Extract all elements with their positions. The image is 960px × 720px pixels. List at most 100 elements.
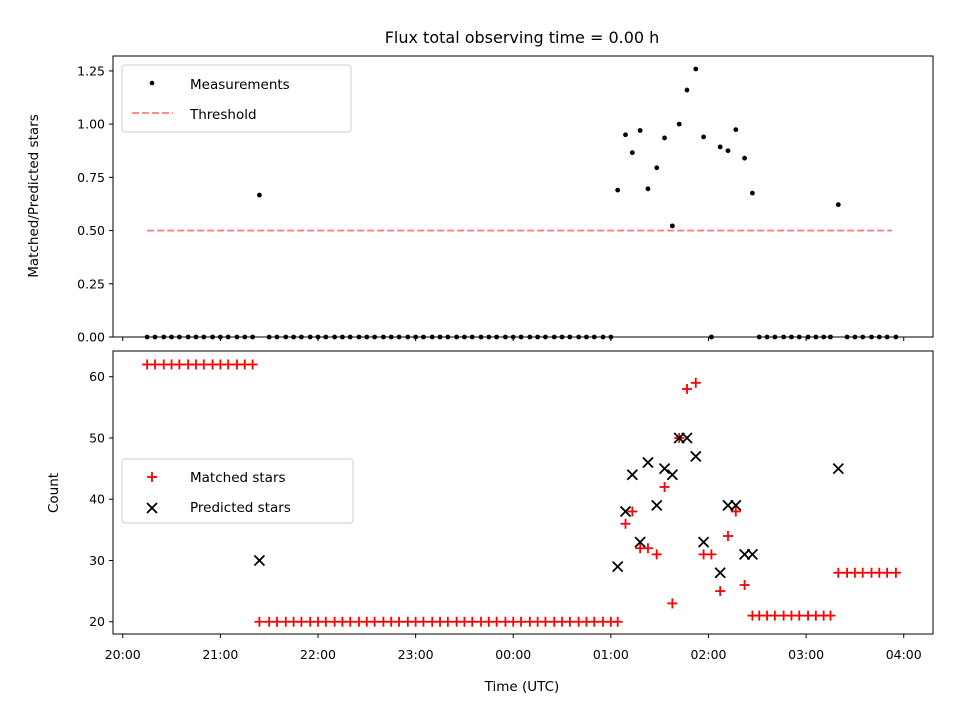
threshold-legend-label: Threshold — [189, 107, 257, 123]
matched-star-point — [198, 359, 209, 370]
matched-star-point — [659, 481, 670, 492]
bottom-x-ticks: 20:00 21:00 22:00 23:00 00:00 01:00 02:00 03:00… — [105, 634, 922, 662]
matched-star-point — [642, 543, 653, 554]
predicted-star-point — [253, 554, 266, 567]
matched-star-point — [369, 616, 380, 627]
matched-star-point — [272, 616, 282, 627]
predicted-star-point — [626, 469, 638, 481]
measurement-point — [637, 128, 643, 133]
top-axes-frame — [112, 55, 934, 338]
measurement-point — [623, 132, 628, 138]
bottom-x-tick-label: 22:00 — [300, 647, 336, 662]
matched-star-point — [516, 616, 527, 627]
predicted-legend-marker — [146, 502, 158, 514]
bottom-y-tick-label: 60 — [89, 369, 105, 384]
bottom-legend-box — [121, 458, 354, 524]
matched-star-point — [247, 359, 258, 370]
measurement-point — [742, 155, 747, 161]
matched-legend-marker — [147, 472, 157, 482]
matched-star-point — [442, 616, 453, 627]
measurement-point — [750, 190, 755, 196]
matched-star-point — [833, 567, 844, 578]
matched-star-point — [706, 549, 717, 560]
bottom-legend: Matched stars Predicted stars — [121, 458, 354, 524]
predicted-star-point — [642, 456, 654, 469]
matched-star-point — [491, 616, 502, 627]
matched-star-point — [715, 586, 726, 597]
predicted-star-point — [658, 462, 671, 475]
predicted-star-point — [714, 567, 726, 579]
bottom-x-tick-label: 20:00 — [105, 647, 141, 662]
bottom-plot-marks — [142, 359, 901, 627]
bottom-x-tick-label: 03:00 — [788, 647, 824, 662]
matched-legend-label: Matched stars — [190, 470, 286, 486]
matched-star-point — [296, 616, 307, 627]
bottom-y-tick-label: 30 — [89, 553, 105, 568]
matched-star-point — [890, 567, 901, 578]
bottom-y-axis-label: Count — [46, 473, 62, 513]
predicted-star-point — [697, 536, 710, 548]
measurement-point — [654, 165, 660, 171]
bottom-x-tick-label: 23:00 — [398, 647, 434, 662]
measurements-legend-marker — [149, 80, 155, 86]
matched-star-point — [418, 616, 429, 627]
matched-star-point — [857, 567, 868, 578]
matched-star-point — [620, 518, 631, 529]
predicted-star-point — [690, 450, 702, 462]
predicted-star-point — [612, 560, 624, 573]
predicted-star-point — [619, 505, 632, 518]
top-y-axis-label: Matched/Predicted stars — [26, 114, 42, 277]
measurement-point — [684, 87, 690, 93]
matched-star-point — [769, 610, 780, 621]
matched-star-point — [794, 610, 805, 621]
bottom-x-tick-label: 21:00 — [202, 647, 238, 662]
matched-star-point — [467, 616, 478, 627]
predicted-star-point — [681, 432, 693, 444]
matched-star-point — [320, 616, 331, 627]
matched-star-point — [730, 506, 741, 517]
x-axis-label: Time (UTC) — [484, 679, 560, 695]
matched-star-point — [723, 530, 733, 541]
predicted-star-point — [730, 499, 742, 512]
measurement-point — [676, 121, 682, 127]
predicted-star-point — [832, 462, 844, 475]
matched-star-point — [254, 616, 265, 627]
top-legend: Measurements Threshold — [121, 64, 352, 133]
matched-star-point — [394, 616, 405, 627]
measurement-point — [257, 192, 262, 198]
top-y-tick-label: 0.50 — [77, 223, 105, 238]
matched-star-point — [540, 616, 551, 627]
matched-star-point — [739, 579, 750, 590]
top-axes: 0.00 0.25 0.50 0.75 1.00 1.25 Matched/Predict… — [26, 55, 934, 345]
top-y-tick-label: 0.75 — [77, 170, 105, 185]
bottom-y-tick-label: 50 — [89, 430, 105, 445]
measurement-point — [717, 144, 723, 150]
bottom-x-tick-label: 02:00 — [690, 647, 726, 662]
matched-star-point — [882, 567, 893, 578]
measurement-point — [645, 186, 651, 192]
top-x-ticks — [122, 337, 905, 341]
top-y-tick-label: 1.00 — [77, 117, 105, 132]
top-y-tick-label: 0.00 — [77, 330, 105, 345]
matched-star-point — [612, 616, 623, 627]
measurement-point — [725, 148, 731, 154]
predicted-star-point — [634, 536, 646, 548]
chart-title: Flux total observing time = 0.00 h — [385, 28, 660, 47]
measurements-legend-label: Measurements — [190, 77, 290, 93]
predicted-star-point — [666, 469, 678, 481]
predicted-legend-label: Predicted stars — [190, 500, 291, 516]
bottom-y-tick-label: 40 — [89, 492, 105, 507]
measurement-point — [669, 223, 675, 229]
matched-star-point — [667, 598, 678, 609]
matched-star-point — [627, 506, 638, 517]
matched-star-point — [682, 383, 692, 394]
bottom-y-ticks: 20 30 40 50 60 — [89, 369, 113, 629]
bottom-axes-frame — [112, 350, 934, 635]
measurement-point — [662, 135, 667, 141]
bottom-y-tick-label: 20 — [89, 614, 105, 629]
matched-star-point — [825, 610, 836, 621]
top-y-tick-label: 0.25 — [77, 276, 105, 291]
matched-star-point — [651, 549, 662, 560]
bottom-x-tick-label: 00:00 — [495, 647, 531, 662]
